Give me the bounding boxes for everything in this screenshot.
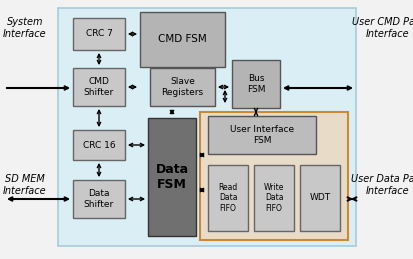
- Text: Slave
Registers: Slave Registers: [161, 77, 204, 97]
- Text: CRC 16: CRC 16: [83, 140, 115, 149]
- Text: Data
FSM: Data FSM: [155, 163, 189, 191]
- Text: System
Interface: System Interface: [3, 17, 47, 39]
- Text: Read
Data
FIFO: Read Data FIFO: [218, 183, 237, 213]
- Bar: [300, 165, 340, 231]
- Bar: [150, 68, 215, 106]
- Bar: [73, 180, 125, 218]
- Bar: [232, 60, 280, 108]
- Text: CMD FSM: CMD FSM: [158, 34, 207, 45]
- Bar: [58, 8, 356, 246]
- Text: SD MEM
Interface: SD MEM Interface: [3, 174, 47, 196]
- Bar: [208, 116, 316, 154]
- Text: User CMD Path
Interface: User CMD Path Interface: [351, 17, 413, 39]
- Text: User Interface
FSM: User Interface FSM: [230, 125, 294, 145]
- Text: Data
Shifter: Data Shifter: [84, 189, 114, 209]
- Bar: [208, 165, 248, 231]
- Text: User Data Path
Interface: User Data Path Interface: [351, 174, 413, 196]
- Bar: [73, 68, 125, 106]
- Bar: [254, 165, 294, 231]
- Bar: [140, 12, 225, 67]
- Bar: [73, 130, 125, 160]
- Text: CMD
Shifter: CMD Shifter: [84, 77, 114, 97]
- Bar: [200, 112, 348, 240]
- Text: Bus
FSM: Bus FSM: [247, 74, 265, 94]
- Bar: [148, 118, 196, 236]
- Text: Write
Data
FIFO: Write Data FIFO: [264, 183, 284, 213]
- Bar: [73, 18, 125, 50]
- Text: WDT: WDT: [309, 193, 330, 203]
- Text: CRC 7: CRC 7: [85, 30, 112, 39]
